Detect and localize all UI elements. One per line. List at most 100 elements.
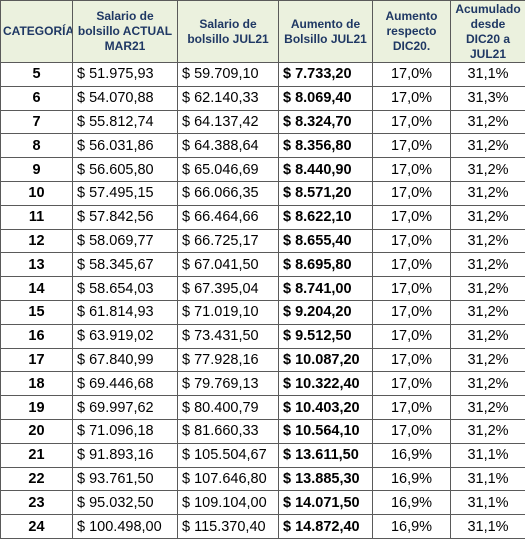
table-cell: $ 14.872,40 bbox=[279, 515, 373, 539]
header-cell: Aumento de Bolsillo JUL21 bbox=[279, 1, 373, 63]
table-cell: 31,2% bbox=[451, 181, 525, 205]
table-cell: 10 bbox=[1, 181, 73, 205]
table-cell: 17,0% bbox=[373, 63, 451, 87]
table-cell: $ 10.087,20 bbox=[279, 348, 373, 372]
table-cell: $ 54.070,88 bbox=[73, 86, 178, 110]
table-cell: 16,9% bbox=[373, 443, 451, 467]
table-cell: 19 bbox=[1, 396, 73, 420]
table-cell: 13 bbox=[1, 253, 73, 277]
table-cell: 12 bbox=[1, 229, 73, 253]
table-cell: 31,2% bbox=[451, 158, 525, 182]
table-cell: $ 61.814,93 bbox=[73, 300, 178, 324]
table-cell: 31,1% bbox=[451, 63, 525, 87]
table-cell: 24 bbox=[1, 515, 73, 539]
table-cell: $ 79.769,13 bbox=[178, 372, 279, 396]
table-cell: 31,2% bbox=[451, 348, 525, 372]
table-cell: 16,9% bbox=[373, 515, 451, 539]
table-cell: $ 58.069,77 bbox=[73, 229, 178, 253]
table-cell: $ 8.695,80 bbox=[279, 253, 373, 277]
table-cell: $ 77.928,16 bbox=[178, 348, 279, 372]
table-cell: 17,0% bbox=[373, 324, 451, 348]
table-cell: $ 64.137,42 bbox=[178, 110, 279, 134]
table-cell: $ 80.400,79 bbox=[178, 396, 279, 420]
table-cell: $ 7.733,20 bbox=[279, 63, 373, 87]
table-cell: $ 66.464,66 bbox=[178, 205, 279, 229]
table-cell: $ 8.356,80 bbox=[279, 134, 373, 158]
table-cell: $ 67.840,99 bbox=[73, 348, 178, 372]
table-cell: 7 bbox=[1, 110, 73, 134]
table-cell: 31,2% bbox=[451, 324, 525, 348]
table-cell: $ 56.031,86 bbox=[73, 134, 178, 158]
table-cell: 31,1% bbox=[451, 467, 525, 491]
table-cell: $ 55.812,74 bbox=[73, 110, 178, 134]
table-cell: 17,0% bbox=[373, 277, 451, 301]
table-cell: $ 66.725,17 bbox=[178, 229, 279, 253]
table-cell: 31,2% bbox=[451, 419, 525, 443]
table-cell: $ 91.893,16 bbox=[73, 443, 178, 467]
header-cell: Acumulado desde DIC20 a JUL21 bbox=[451, 1, 525, 63]
table-cell: $ 57.842,56 bbox=[73, 205, 178, 229]
table-cell: $ 107.646,80 bbox=[178, 467, 279, 491]
table-cell: $ 8.571,20 bbox=[279, 181, 373, 205]
table-cell: 14 bbox=[1, 277, 73, 301]
header-cell: Aumento respecto DIC20. bbox=[373, 1, 451, 63]
table-cell: 11 bbox=[1, 205, 73, 229]
table-cell: 17,0% bbox=[373, 158, 451, 182]
table-cell: 31,2% bbox=[451, 229, 525, 253]
table-cell: 31,1% bbox=[451, 443, 525, 467]
table-cell: $ 8.440,90 bbox=[279, 158, 373, 182]
table-cell: $ 51.975,93 bbox=[73, 63, 178, 87]
table-cell: $ 69.446,68 bbox=[73, 372, 178, 396]
table-cell: $ 8.655,40 bbox=[279, 229, 373, 253]
table-cell: $ 9.512,50 bbox=[279, 324, 373, 348]
table-cell: $ 63.919,02 bbox=[73, 324, 178, 348]
table-cell: 17,0% bbox=[373, 110, 451, 134]
table-cell: 31,1% bbox=[451, 491, 525, 515]
table-cell: $ 8.069,40 bbox=[279, 86, 373, 110]
table-cell: 17,0% bbox=[373, 253, 451, 277]
table-cell: 31,2% bbox=[451, 372, 525, 396]
table-cell: $ 10.403,20 bbox=[279, 396, 373, 420]
table-cell: $ 9.204,20 bbox=[279, 300, 373, 324]
table-cell: $ 105.504,67 bbox=[178, 443, 279, 467]
table-cell: 31,2% bbox=[451, 110, 525, 134]
table-cell: 23 bbox=[1, 491, 73, 515]
table-cell: $ 58.654,03 bbox=[73, 277, 178, 301]
table-cell: 8 bbox=[1, 134, 73, 158]
table-cell: 31,2% bbox=[451, 134, 525, 158]
table-cell: 9 bbox=[1, 158, 73, 182]
table-cell: 31,3% bbox=[451, 86, 525, 110]
table-cell: 22 bbox=[1, 467, 73, 491]
table-cell: 17,0% bbox=[373, 300, 451, 324]
table-cell: $ 64.388,64 bbox=[178, 134, 279, 158]
table-cell: 16,9% bbox=[373, 491, 451, 515]
table-cell: $ 13.885,30 bbox=[279, 467, 373, 491]
table-cell: 31,2% bbox=[451, 300, 525, 324]
table-cell: 18 bbox=[1, 372, 73, 396]
table-cell: $ 13.611,50 bbox=[279, 443, 373, 467]
table-cell: 17,0% bbox=[373, 348, 451, 372]
table-cell: $ 69.997,62 bbox=[73, 396, 178, 420]
table-cell: 16 bbox=[1, 324, 73, 348]
table-cell: 17,0% bbox=[373, 229, 451, 253]
table-cell: 31,2% bbox=[451, 277, 525, 301]
table-cell: $ 8.324,70 bbox=[279, 110, 373, 134]
table-cell: $ 71.096,18 bbox=[73, 419, 178, 443]
table-cell: $ 71.019,10 bbox=[178, 300, 279, 324]
